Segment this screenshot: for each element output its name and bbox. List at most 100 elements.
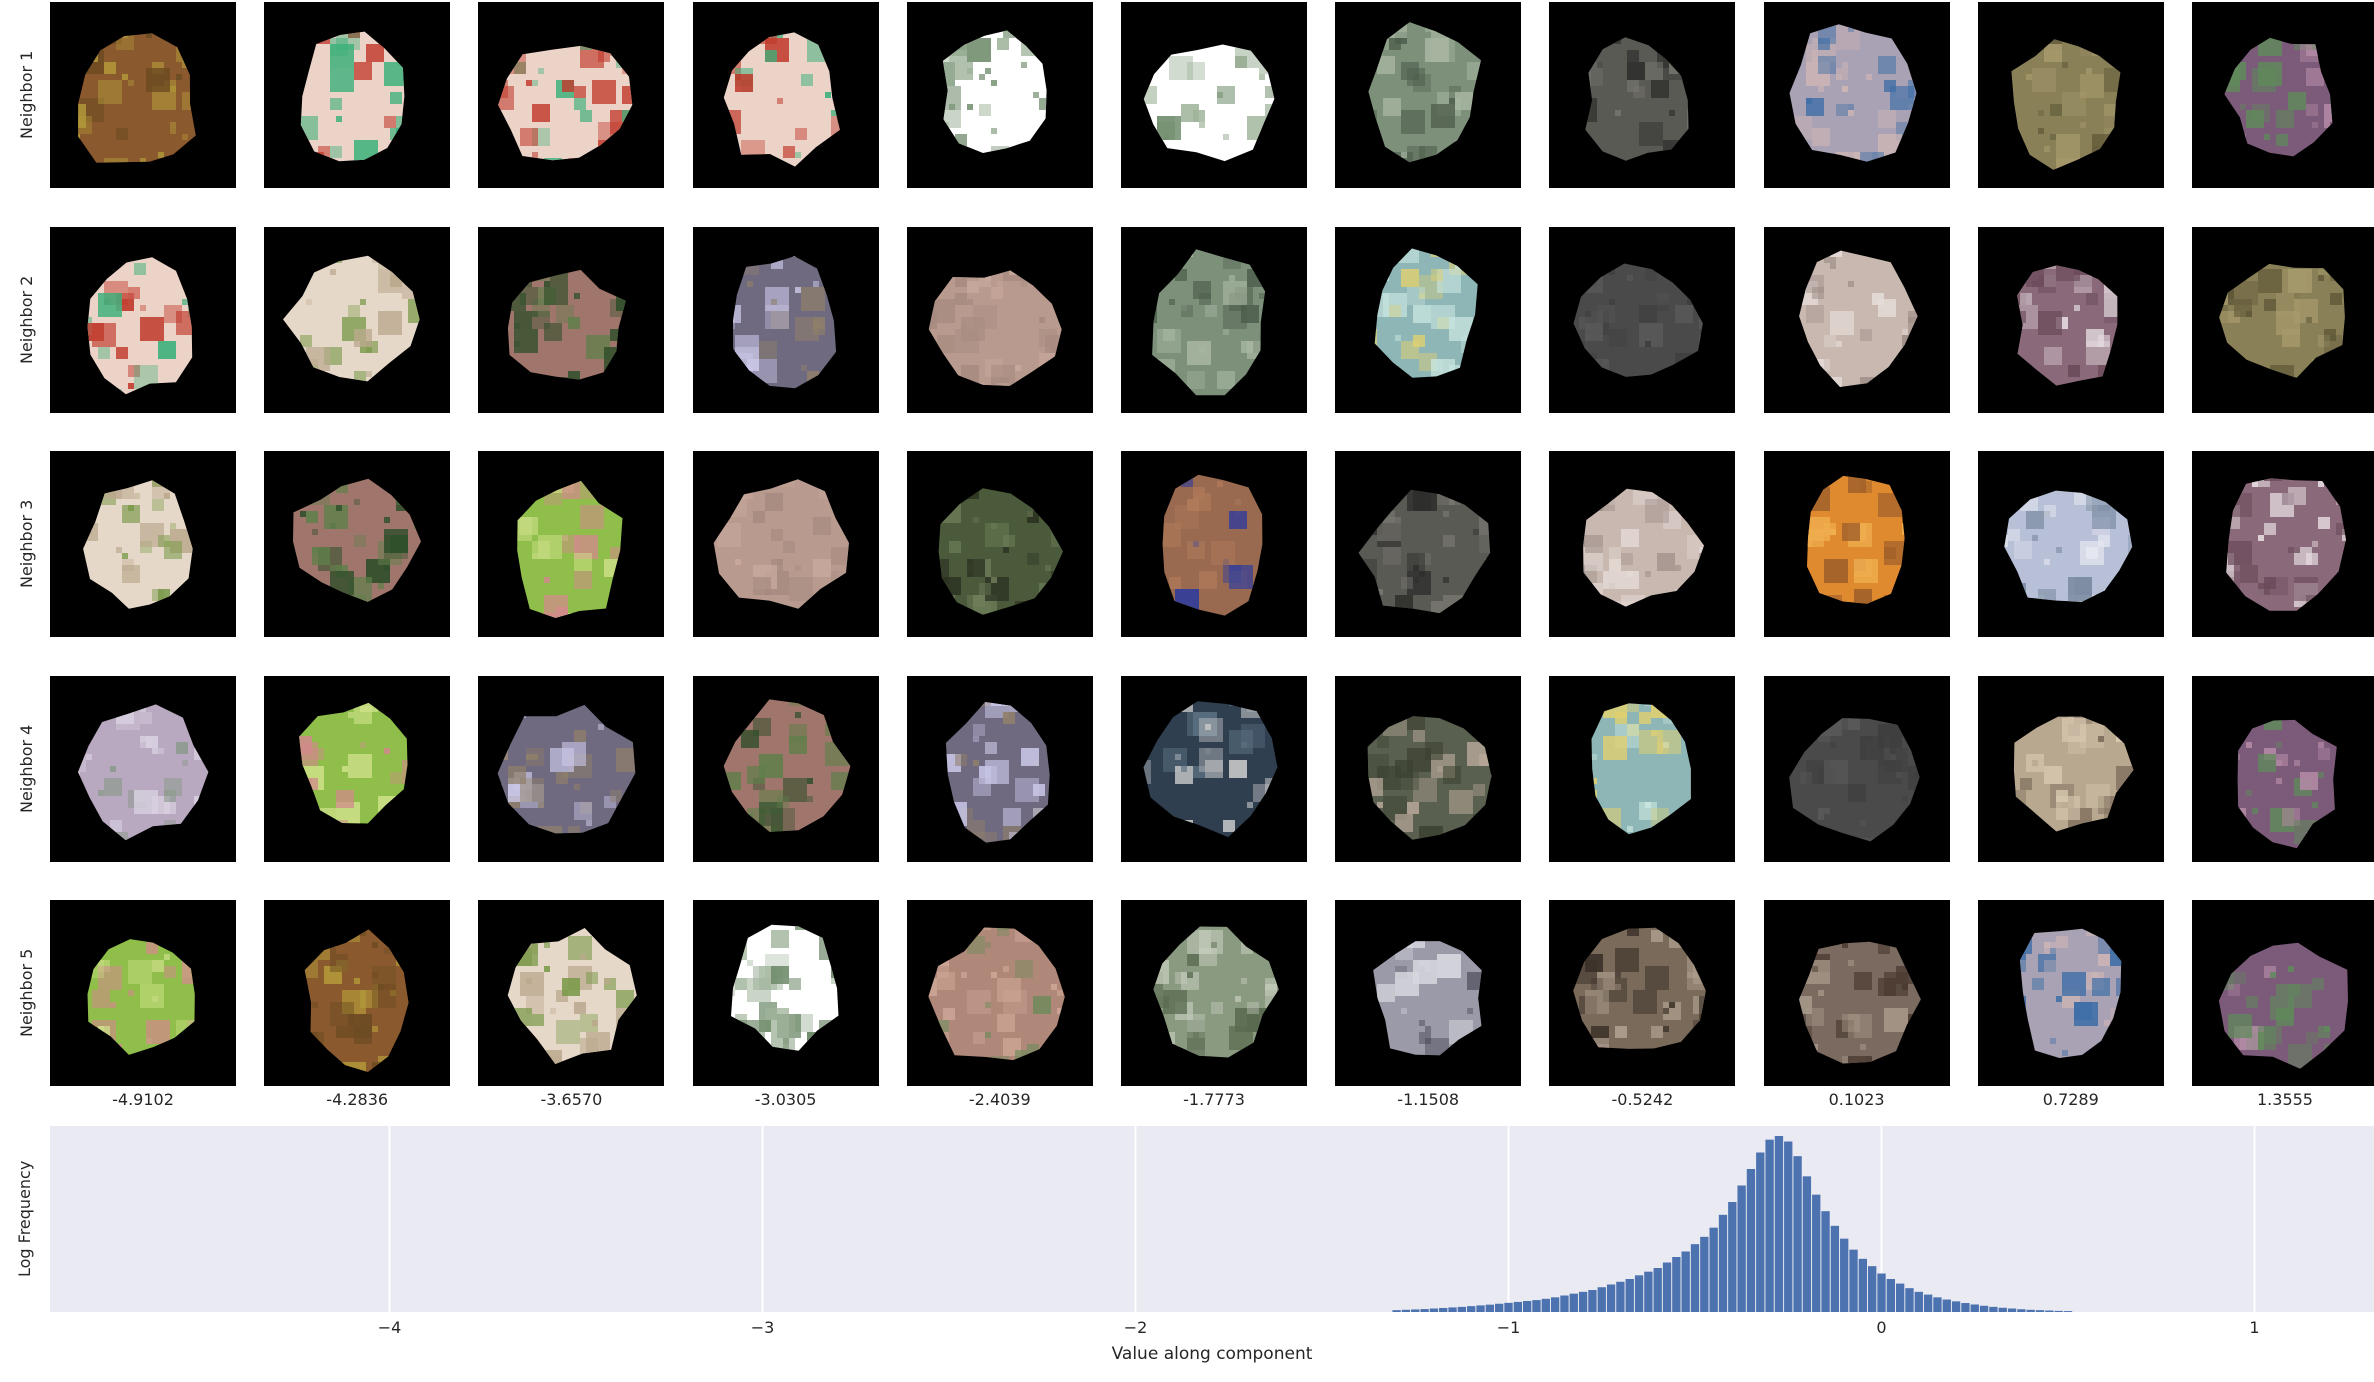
neighbor-patch-image: [906, 675, 1093, 862]
column-value-label: -4.9102: [112, 1090, 174, 1109]
neighbor-patch-image: [1549, 900, 1736, 1086]
neighbor-patch-image: [50, 900, 236, 1086]
neighbor-patch-image: [264, 226, 451, 413]
neighbor-patch-image: [692, 900, 879, 1086]
histogram-bar: [1569, 1293, 1578, 1312]
histogram-bar: [1979, 1305, 1989, 1312]
neighbor-patch-image: [2192, 2, 2374, 188]
histogram-bar: [1709, 1227, 1718, 1312]
histogram-bar: [1942, 1299, 1951, 1312]
neighbor-patch-image: [50, 451, 236, 637]
neighbor-patch-image: [906, 900, 1093, 1086]
histogram-bar: [1476, 1305, 1485, 1312]
histogram-bar: [1653, 1268, 1662, 1312]
neighbor-patch-image: [692, 2, 879, 188]
histogram-bar: [1672, 1257, 1681, 1312]
x-tick-label: 1: [2249, 1318, 2260, 1337]
row-label: Neighbor 1: [17, 50, 36, 140]
histogram-bar: [1774, 1136, 1784, 1312]
histogram-bar: [1718, 1214, 1728, 1312]
column-value-label: 1.3555: [2257, 1090, 2313, 1109]
histogram-bar: [1849, 1249, 1858, 1312]
row-label: Neighbor 3: [17, 499, 36, 589]
histogram-bar: [1541, 1298, 1550, 1312]
neighbor-patch-image: [478, 451, 665, 637]
histogram-bar: [1690, 1244, 1700, 1312]
neighbor-patch-image: [906, 2, 1093, 188]
histogram-bar: [2035, 1310, 2045, 1312]
neighbor-patch-image: [50, 675, 236, 862]
column-value-label: -1.1508: [1397, 1090, 1460, 1109]
histogram-bar: [1998, 1307, 2007, 1312]
column-value-label: -1.7773: [1183, 1090, 1245, 1109]
neighbor-patch-image: [1335, 451, 1522, 637]
neighbor-patch-image: [1121, 900, 1307, 1086]
column-value-label: -3.0305: [754, 1090, 817, 1109]
histogram-bar: [1606, 1284, 1616, 1312]
histogram-bar: [1495, 1303, 1504, 1312]
neighbor-patch-image: [264, 900, 451, 1086]
histogram-bar: [1662, 1262, 1672, 1312]
histogram: [50, 1126, 2374, 1312]
column-value-label: -0.5242: [1611, 1090, 1674, 1109]
histogram-bar: [1522, 1301, 1532, 1312]
neighbor-patch-image: [264, 675, 451, 862]
histogram-bar: [1616, 1281, 1625, 1312]
neighbor-patch-image: [1121, 675, 1307, 862]
row-label: Neighbor 2: [17, 275, 36, 364]
histogram-bar: [1588, 1290, 1597, 1312]
histogram-bar: [1625, 1279, 1634, 1312]
histogram-bar: [1793, 1156, 1802, 1312]
neighbor-patch-image: [692, 226, 879, 413]
neighbor-patch-image: [1763, 451, 1950, 637]
y-axis-label: Log Frequency: [15, 1160, 34, 1278]
histogram-bar: [1933, 1297, 1942, 1312]
histogram-bar: [1411, 1309, 1420, 1312]
x-axis-label: Value along component: [1111, 1344, 1313, 1364]
neighbor-patch-image: [1763, 226, 1950, 413]
neighbor-patch-image: [2192, 226, 2374, 413]
histogram-bar: [1439, 1307, 1448, 1312]
histogram-bar: [1457, 1306, 1467, 1312]
neighbor-patch-image: [1549, 451, 1736, 637]
histogram-bar: [1765, 1139, 1774, 1312]
neighbor-patch-image: [1977, 675, 2164, 862]
neighbor-patch-image: [50, 226, 236, 413]
neighbor-patch-image: [1335, 675, 1522, 862]
histogram-bar: [1513, 1301, 1522, 1312]
neighbor-patch-image: [478, 2, 665, 188]
histogram-bar: [1420, 1309, 1429, 1312]
neighbor-patch-image: [1335, 2, 1522, 188]
histogram-bar: [1550, 1297, 1560, 1312]
neighbor-patch-image: [906, 451, 1093, 637]
row-label: Neighbor 5: [17, 948, 36, 1038]
histogram-bar: [1802, 1176, 1812, 1312]
neighbor-patch-image: [2192, 900, 2374, 1086]
histogram-bar: [1746, 1169, 1756, 1312]
histogram-bar: [1504, 1302, 1513, 1312]
histogram-bar: [1784, 1141, 1793, 1312]
neighbor-patch-image: [1549, 226, 1736, 413]
x-tick-label: −3: [750, 1318, 775, 1337]
row-label: Neighbor 4: [17, 724, 36, 813]
histogram-panel: [50, 1126, 2374, 1312]
histogram-bar: [1989, 1306, 1998, 1312]
histogram-bar: [1923, 1294, 1933, 1312]
neighbor-patch-image: [478, 226, 665, 413]
histogram-bar: [1401, 1309, 1411, 1312]
histogram-bar: [2017, 1309, 2026, 1312]
neighbor-patch-image: [1121, 451, 1307, 637]
histogram-bar: [1728, 1202, 1737, 1312]
neighbor-patch-image: [478, 900, 665, 1086]
histogram-bar: [1830, 1225, 1840, 1312]
histogram-bar: [1532, 1300, 1541, 1312]
neighbor-patch-image: [1977, 226, 2164, 413]
histogram-bar: [1886, 1279, 1895, 1312]
neighbor-patch-image: [1121, 2, 1307, 188]
histogram-bar: [1485, 1304, 1495, 1312]
histogram-bar: [1644, 1271, 1653, 1312]
x-tick-label: −4: [377, 1318, 402, 1337]
neighbor-patch-image: [692, 451, 879, 637]
histogram-bar: [1821, 1211, 1830, 1312]
histogram-bar: [1951, 1301, 1961, 1312]
